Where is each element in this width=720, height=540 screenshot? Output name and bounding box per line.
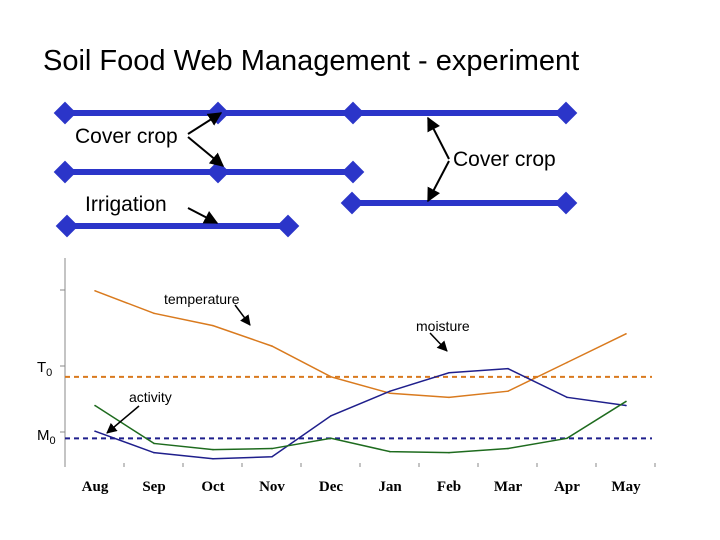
month-label: Dec	[319, 479, 343, 495]
moisture-line	[94, 367, 627, 460]
activity-point	[507, 447, 509, 450]
activity-point	[94, 404, 96, 407]
x-ticks	[64, 463, 656, 467]
activity-point	[153, 442, 155, 445]
m0-label: M0	[37, 427, 56, 447]
irrigation-bar	[55, 214, 300, 238]
month-label: Oct	[201, 479, 224, 495]
diamond-marker	[53, 101, 77, 125]
diamond-marker	[554, 191, 578, 215]
temperature-point	[330, 376, 332, 378]
activity-point	[566, 437, 568, 440]
series-group	[94, 289, 627, 460]
arrow-icon	[429, 332, 448, 352]
t0-label: T0	[37, 359, 52, 379]
arrow-icon	[106, 405, 140, 434]
month-label: Apr	[554, 479, 580, 495]
activity-annotation: activity	[129, 389, 172, 405]
temperature-point	[507, 390, 509, 392]
activity-point	[330, 437, 332, 440]
diamond-marker	[341, 160, 365, 184]
moisture-point	[507, 367, 509, 370]
seasonal-chart: Aug Sep Oct Nov Dec Jan Feb Mar Apr May T0 M0 tem…	[37, 258, 656, 495]
temperature-line	[94, 290, 627, 399]
month-label: Mar	[494, 479, 523, 495]
temperature-point	[625, 333, 627, 335]
activity-point	[625, 400, 627, 403]
cover-crop-bar-mid	[53, 160, 365, 184]
moisture-point	[625, 404, 627, 407]
temperature-point	[448, 396, 450, 399]
moisture-point	[330, 414, 332, 417]
diamond-marker	[341, 101, 365, 125]
moisture-point	[271, 455, 273, 458]
cover-crop-label: Cover crop	[75, 125, 178, 148]
cover-crop-label: Cover crop	[453, 148, 556, 171]
diamond-marker	[53, 160, 77, 184]
activity-point	[212, 448, 214, 451]
diamond-marker	[276, 214, 300, 238]
temperature-point	[153, 312, 155, 315]
moisture-point	[448, 371, 450, 374]
moisture-point	[153, 451, 155, 454]
diamond-marker	[55, 214, 79, 238]
diamond-marker	[554, 101, 578, 125]
moisture-point	[389, 390, 391, 392]
diamond-marker	[206, 160, 230, 184]
activity-point	[271, 447, 273, 450]
arrow-icon	[427, 160, 450, 203]
temperature-annotation: temperature	[164, 291, 240, 307]
temperature-point	[94, 289, 96, 292]
arrow-icon	[234, 304, 251, 326]
reference-lines	[65, 375, 652, 440]
arrow-icon	[187, 136, 225, 167]
temperature-point	[566, 361, 568, 364]
temperature-point	[271, 345, 273, 347]
irrigation-label: Irrigation	[85, 193, 167, 216]
diamond-marker	[340, 191, 364, 215]
temperature-point	[212, 324, 214, 327]
month-label: Nov	[259, 479, 285, 495]
arrow-icon	[187, 207, 219, 224]
activity-point	[389, 450, 391, 453]
moisture-point	[212, 458, 214, 460]
month-label: Jan	[378, 479, 402, 495]
activity-line	[94, 400, 627, 454]
moisture-point	[566, 396, 568, 399]
month-label: May	[611, 479, 641, 495]
temperature-point	[389, 392, 391, 395]
month-label: Aug	[82, 479, 109, 495]
month-labels: Aug Sep Oct Nov Dec Jan Feb Mar Apr May	[82, 479, 641, 495]
timeline: Cover crop Cover crop Irrigation	[53, 101, 578, 238]
moisture-annotation: moisture	[416, 318, 470, 334]
activity-point	[448, 451, 450, 454]
cover-crop-bar-top	[53, 101, 578, 125]
moisture-point	[94, 430, 96, 432]
arrow-icon	[427, 116, 450, 160]
month-label: Feb	[437, 479, 461, 495]
arrow-icon	[187, 112, 223, 135]
page-title: Soil Food Web Management - experiment	[43, 45, 579, 77]
month-label: Sep	[142, 479, 165, 495]
cover-crop-bar-right	[340, 191, 578, 215]
